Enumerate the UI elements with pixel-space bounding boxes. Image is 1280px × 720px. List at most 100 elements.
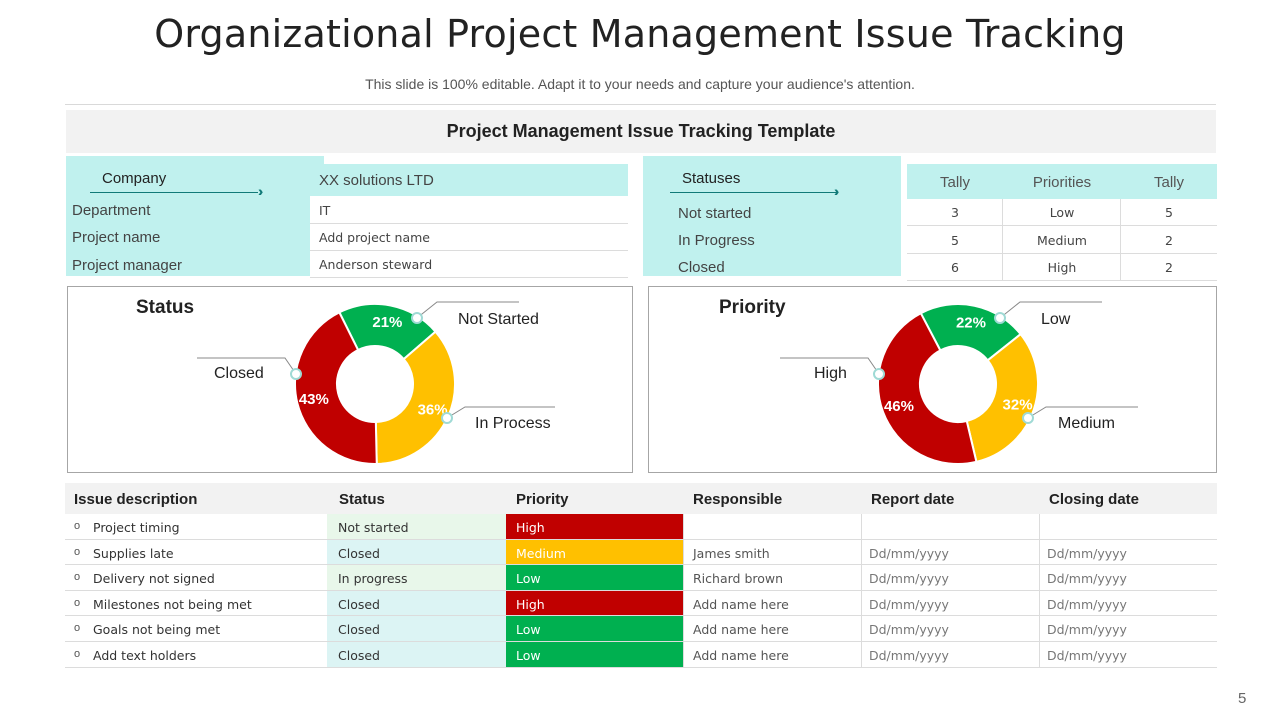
status-cell[interactable]: Closed — [327, 540, 506, 565]
double-chevron-right-icon: ›› — [834, 183, 841, 199]
priorities-header: Priorities — [1032, 174, 1092, 191]
priority-cell[interactable]: Low — [506, 565, 684, 591]
responsible-cell[interactable]: Richard brown — [693, 571, 784, 586]
divider — [907, 280, 1217, 281]
closing-date-cell[interactable]: Dd/mm/yyyy — [1047, 571, 1127, 586]
closing-date-cell[interactable] — [1040, 514, 1217, 540]
responsible-cell[interactable]: James smith — [693, 546, 770, 561]
tally-cell: 6 — [951, 260, 959, 275]
inner-ring — [924, 350, 992, 418]
issue-description[interactable]: Milestones not being met — [93, 597, 252, 612]
donut-slice-medium — [965, 332, 1039, 464]
company-label-column — [66, 196, 310, 276]
divider — [861, 591, 862, 616]
responsible-cell[interactable]: Add name here — [693, 648, 789, 663]
issue-description[interactable]: Delivery not signed — [93, 571, 215, 586]
status-cell[interactable]: Closed — [327, 616, 506, 642]
report-date-cell[interactable]: Dd/mm/yyyy — [869, 571, 949, 586]
priority-donut-chart: 22% 32% 46% — [780, 301, 1138, 465]
divider — [65, 641, 1217, 642]
company-value[interactable]: XX solutions LTD — [319, 172, 434, 189]
report-date-cell[interactable]: Dd/mm/yyyy — [869, 622, 949, 637]
bullet-icon: o — [74, 648, 81, 660]
template-title: Project Management Issue Tracking Templa… — [66, 110, 1216, 153]
priority-label-low: Low — [1041, 311, 1071, 328]
divider — [65, 667, 1217, 668]
issue-description[interactable]: Add text holders — [93, 648, 197, 663]
divider — [1039, 591, 1040, 616]
status-item-closed: Closed — [678, 259, 725, 276]
status-label-closed: Closed — [214, 365, 264, 382]
tally-header-bg — [907, 164, 1217, 199]
priority-cell[interactable]: High — [506, 591, 684, 616]
divider — [310, 250, 628, 251]
priority-cell[interactable]: Low — [506, 642, 684, 668]
company-value-bg — [310, 164, 628, 196]
company-header-bg — [66, 156, 324, 196]
leader-dot — [290, 368, 302, 380]
slice-percent-label: 43% — [299, 391, 329, 408]
report-date-cell[interactable] — [862, 514, 1040, 540]
status-donut-chart: 21% 36% 43% — [197, 301, 555, 466]
closing-date-cell[interactable]: Dd/mm/yyyy — [1047, 622, 1127, 637]
priority-cell[interactable]: High — [506, 514, 684, 540]
divider — [907, 253, 1217, 254]
report-date-cell[interactable]: Dd/mm/yyyy — [869, 597, 949, 612]
report-date-cell[interactable]: Dd/mm/yyyy — [869, 648, 949, 663]
divider — [1120, 199, 1121, 280]
divider — [65, 590, 1217, 591]
project-name-label: Project name — [72, 229, 161, 246]
company-label: Company — [102, 170, 167, 187]
tally-cell: Medium — [1037, 233, 1087, 248]
issue-description[interactable]: Supplies late — [93, 546, 174, 561]
status-cell[interactable]: Not started — [327, 514, 506, 540]
col-closing-date: Closing date — [1049, 491, 1140, 508]
inner-ring — [341, 350, 409, 418]
leader-line — [446, 406, 555, 419]
tally-cell: 3 — [951, 205, 959, 220]
responsible-cell[interactable]: Add name here — [693, 622, 789, 637]
issue-description[interactable]: Project timing — [93, 520, 180, 535]
donut-hole — [929, 355, 987, 413]
issue-description[interactable]: Goals not being met — [93, 622, 221, 637]
status-cell[interactable]: Closed — [327, 591, 506, 616]
divider — [683, 565, 684, 591]
bullet-icon: o — [74, 622, 81, 634]
slice-percent-label: 36% — [418, 402, 448, 419]
report-date-cell[interactable]: Dd/mm/yyyy — [869, 546, 949, 561]
priority-cell[interactable]: Medium — [506, 540, 684, 565]
status-item-in-progress: In Progress — [678, 232, 755, 249]
tally-header: Tally — [1153, 174, 1184, 191]
closing-date-cell[interactable]: Dd/mm/yyyy — [1047, 597, 1127, 612]
divider — [683, 540, 684, 565]
status-chart-title: Status — [136, 297, 195, 318]
donut-slice-closed — [294, 311, 378, 465]
priority-cell[interactable]: Low — [506, 616, 684, 642]
tally-cell: 5 — [951, 233, 959, 248]
bullet-icon: o — [74, 546, 81, 558]
department-value[interactable]: IT — [319, 203, 331, 218]
divider — [861, 565, 862, 591]
responsible-cell[interactable] — [684, 514, 862, 540]
divider — [1039, 540, 1040, 565]
leader-line — [197, 357, 297, 375]
statuses-panel — [643, 156, 901, 276]
divider — [861, 616, 862, 642]
tally-cell: 2 — [1165, 260, 1173, 275]
divider — [1039, 565, 1040, 591]
divider — [683, 514, 684, 540]
slice-percent-label: 46% — [884, 398, 914, 415]
divider — [65, 564, 1217, 565]
divider — [65, 539, 1217, 540]
closing-date-cell[interactable]: Dd/mm/yyyy — [1047, 648, 1127, 663]
responsible-cell[interactable]: Add name here — [693, 597, 789, 612]
status-cell[interactable]: Closed — [327, 642, 506, 668]
leader-line — [1027, 406, 1138, 419]
project-name-value[interactable]: Add project name — [319, 230, 430, 245]
divider — [683, 642, 684, 668]
leader-line — [416, 301, 519, 319]
status-label-in-process: In Process — [475, 415, 551, 432]
status-cell[interactable]: In progress — [327, 565, 506, 591]
project-manager-value[interactable]: Anderson steward — [319, 257, 433, 272]
closing-date-cell[interactable]: Dd/mm/yyyy — [1047, 546, 1127, 561]
